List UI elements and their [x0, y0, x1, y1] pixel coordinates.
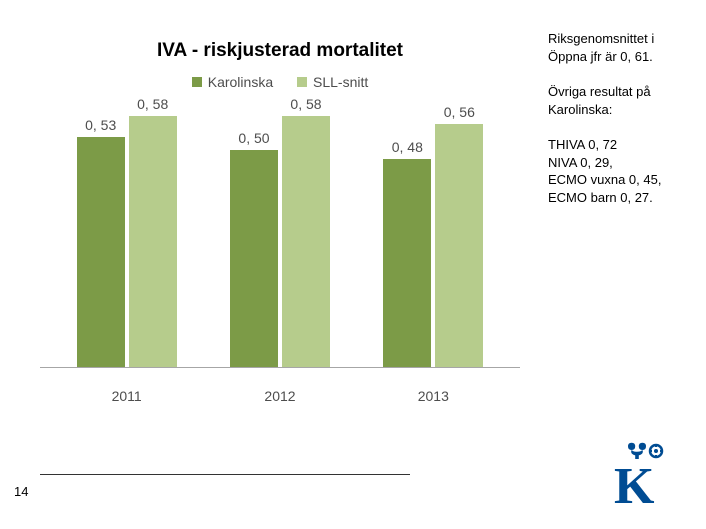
slide: IVA - riskjusterad mortalitet Karolinska…: [0, 0, 706, 529]
bar-label: 0, 50: [238, 130, 269, 146]
karolinska-logo: K: [608, 441, 672, 507]
chart-title: IVA - riskjusterad mortalitet: [40, 40, 520, 62]
legend-item-sll: SLL-snitt: [297, 74, 368, 90]
side-block-1: Riksgenomsnittet i Öppna jfr är 0, 61.: [548, 30, 688, 65]
chart-plot: 0, 530, 580, 500, 580, 480, 56: [40, 108, 520, 368]
bar-label: 0, 56: [444, 104, 475, 120]
bar-sll-snitt-2012: 0, 58: [282, 116, 330, 367]
bar-label: 0, 58: [290, 96, 321, 112]
legend: Karolinska SLL-snitt: [40, 74, 520, 90]
side-block-2: Övriga resultat på Karolinska:: [548, 83, 688, 118]
legend-swatch-sll: [297, 77, 307, 87]
legend-swatch-karolinska: [192, 77, 202, 87]
bar-karolinska-2011: 0, 53: [77, 137, 125, 367]
logo-svg: K: [608, 441, 672, 507]
legend-label-sll: SLL-snitt: [313, 74, 368, 90]
bar-sll-snitt-2013: 0, 56: [435, 124, 483, 367]
svg-text:K: K: [614, 458, 655, 507]
bar-group-2011: 0, 530, 58: [77, 116, 177, 367]
x-tick-2011: 2011: [77, 388, 177, 404]
x-tick-2012: 2012: [230, 388, 330, 404]
bar-sll-snitt-2011: 0, 58: [129, 116, 177, 367]
bar-label: 0, 53: [85, 117, 116, 133]
bar-group-2013: 0, 480, 56: [383, 124, 483, 367]
page-number: 14: [14, 484, 28, 499]
side-block-3: THIVA 0, 72 NIVA 0, 29, ECMO vuxna 0, 45…: [548, 136, 688, 206]
legend-label-karolinska: Karolinska: [208, 74, 273, 90]
legend-item-karolinska: Karolinska: [192, 74, 273, 90]
footer-rule: [40, 474, 410, 475]
bar-label: 0, 58: [137, 96, 168, 112]
bar-label: 0, 48: [392, 139, 423, 155]
bar-karolinska-2013: 0, 48: [383, 159, 431, 367]
x-axis: 2011 2012 2013: [40, 368, 520, 404]
chart-area: IVA - riskjusterad mortalitet Karolinska…: [40, 40, 520, 404]
bar-group-2012: 0, 500, 58: [230, 116, 330, 367]
side-annotations: Riksgenomsnittet i Öppna jfr är 0, 61. Ö…: [548, 30, 688, 224]
x-tick-2013: 2013: [383, 388, 483, 404]
bar-karolinska-2012: 0, 50: [230, 150, 278, 367]
